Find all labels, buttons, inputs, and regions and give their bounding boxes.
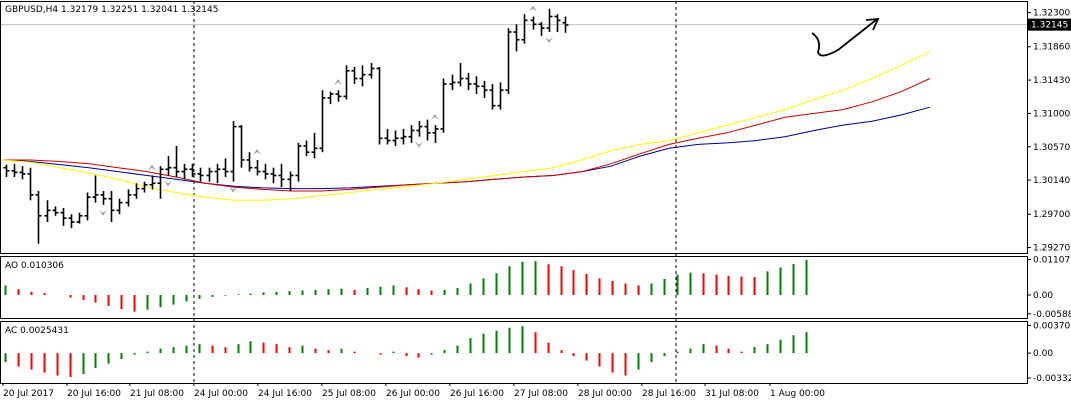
pane-border-ao bbox=[0, 256, 1028, 319]
fractal-down-marker bbox=[99, 209, 107, 216]
x-tick-label: 24 Jul 00:00 bbox=[194, 389, 248, 399]
fractal-up-marker bbox=[431, 114, 439, 121]
x-tick-label: 27 Jul 08:00 bbox=[514, 389, 568, 399]
pane-border-main bbox=[0, 1, 1028, 254]
x-tick-label: 31 Jul 08:00 bbox=[705, 389, 759, 399]
x-tick-label: 25 Jul 08:00 bbox=[322, 389, 376, 399]
ao-y-tick-label: -0.005883 bbox=[1033, 310, 1071, 320]
fractal-up-marker bbox=[334, 79, 342, 86]
x-tick-label: 28 Jul 16:00 bbox=[642, 389, 696, 399]
x-tick-label: 1 Aug 00:00 bbox=[770, 389, 825, 399]
ao-y-tick-label: 0.011077 bbox=[1033, 256, 1071, 266]
fractal-up-marker bbox=[253, 148, 261, 155]
y-tick-label: 1.31860 bbox=[1033, 43, 1070, 53]
fractal-up-marker bbox=[529, 5, 537, 12]
trend-arrow-head bbox=[865, 17, 880, 31]
ac-y-tick-label: -0.0033248 bbox=[1033, 374, 1071, 384]
ac-label: AC 0.0025431 bbox=[5, 326, 69, 336]
fractal-down-marker bbox=[415, 141, 423, 148]
grid-layer bbox=[0, 1, 1027, 383]
y-tick-label: 1.30140 bbox=[1033, 176, 1070, 186]
price-bars bbox=[3, 8, 569, 244]
ac-histogram bbox=[4, 326, 808, 378]
ao-label: AO 0.010306 bbox=[5, 261, 64, 271]
x-tick-label: 20 Jul 2017 bbox=[3, 389, 54, 399]
y-tick-label: 1.31000 bbox=[1033, 109, 1070, 119]
x-tick-label: 21 Jul 08:00 bbox=[130, 389, 184, 399]
x-tick-label: 28 Jul 00:00 bbox=[578, 389, 632, 399]
y-tick-label: 1.29270 bbox=[1033, 244, 1070, 254]
current-price-label: 1.32145 bbox=[1031, 21, 1068, 31]
x-tick-label: 26 Jul 16:00 bbox=[450, 389, 504, 399]
y-tick-label: 1.30570 bbox=[1033, 143, 1070, 153]
y-tick-label: 1.29700 bbox=[1033, 210, 1070, 220]
trend-arrow bbox=[811, 19, 877, 57]
fractal-up-marker bbox=[148, 164, 156, 171]
x-tick-label: 20 Jul 16:00 bbox=[67, 389, 121, 399]
moving-averages bbox=[1, 50, 931, 201]
ao-y-tick-label: 0.00 bbox=[1033, 291, 1053, 301]
ma-line-yellow bbox=[1, 50, 931, 201]
fractal-down-marker bbox=[545, 37, 553, 44]
symbol-header: GBPUSD,H4 1.32179 1.32251 1.32041 1.3214… bbox=[5, 5, 218, 15]
y-tick-label: 1.31430 bbox=[1033, 76, 1070, 86]
ac-y-tick-label: 0.00 bbox=[1033, 349, 1053, 359]
fractal-down-marker bbox=[164, 180, 172, 187]
y-tick-label: 1.32300 bbox=[1033, 9, 1070, 19]
current-price-box bbox=[1028, 18, 1071, 31]
ma-line-red bbox=[2, 78, 931, 192]
ao-histogram bbox=[4, 259, 808, 312]
ac-y-tick-label: 0.0037089 bbox=[1033, 321, 1071, 331]
x-tick-label: 26 Jul 00:00 bbox=[386, 389, 440, 399]
fractal-markers bbox=[99, 5, 553, 216]
fractal-down-marker bbox=[229, 186, 237, 193]
x-tick-label: 24 Jul 16:00 bbox=[258, 389, 312, 399]
